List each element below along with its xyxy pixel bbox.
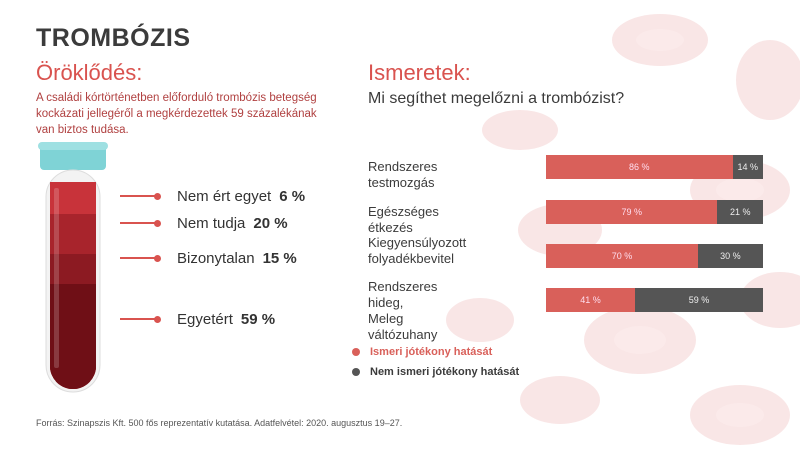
heredity-item: Egyetért 59 % xyxy=(120,309,275,329)
pointer-dot xyxy=(154,315,161,323)
legend-swatch-unknown xyxy=(352,368,360,376)
bar-category-label-line: Egészséges étkezés xyxy=(368,204,439,235)
bar-category-label: Rendszeres hideg, Meleg váltózuhany xyxy=(368,279,437,343)
heredity-intro-text: A családi kórtörténetben előforduló trom… xyxy=(36,92,317,136)
bar-segment-unknown: 59 % xyxy=(634,288,763,312)
heredity-item: Nem ért egyet 6 % xyxy=(120,186,305,206)
bar-category-label-line: Meleg váltózuhany xyxy=(368,311,438,342)
bar-segment-known: 41 % xyxy=(546,288,635,312)
bar-segment-known: 70 % xyxy=(546,244,698,268)
heredity-item: Nem tudja 20 % xyxy=(120,213,288,233)
legend-label-unknown: Nem ismeri jótékony hatását xyxy=(370,366,520,378)
bar-category-label-line: Kiegyensúlyozott xyxy=(368,235,467,250)
legend-label-known: Ismeri jótékony hatását xyxy=(370,346,493,358)
heredity-item-label: Bizonytalan xyxy=(177,249,255,267)
legend-item-known: Ismeri jótékony hatását xyxy=(352,346,492,358)
heredity-item-label: Egyetért xyxy=(177,310,233,328)
pointer-line xyxy=(120,257,156,259)
bar-segment-known: 79 % xyxy=(546,200,718,224)
stacked-bar: 86 % 14 % xyxy=(546,155,763,179)
heredity-item-pct: 20 % xyxy=(253,214,288,232)
test-tube-graphic xyxy=(38,142,108,393)
pointer-dot xyxy=(154,254,161,262)
pointer-dot xyxy=(154,219,161,227)
source-note: Forrás: Szinapszis Kft. 500 fős reprezen… xyxy=(36,418,403,428)
bar-category-label: Kiegyensúlyozott folyadékbevitel xyxy=(368,235,466,267)
stacked-bar: 41 % 59 % xyxy=(546,288,763,312)
pointer-line xyxy=(120,222,156,224)
stacked-bar: 70 % 30 % xyxy=(546,244,763,268)
pointer-line xyxy=(120,195,156,197)
heredity-item: Bizonytalan 15 % xyxy=(120,248,297,268)
bar-category-label-line: folyadékbevitel xyxy=(368,251,454,266)
heredity-heading: Öröklődés: xyxy=(36,60,143,85)
bar-segment-unknown: 14 % xyxy=(732,155,763,179)
knowledge-question: Mi segíthet megelőzni a trombózist? xyxy=(368,90,625,107)
page-title: TROMBÓZIS xyxy=(36,24,191,52)
bar-category-label: Rendszeres testmozgás xyxy=(368,159,437,191)
bar-category-label-line: Rendszeres hideg, xyxy=(368,279,438,310)
legend-swatch-known xyxy=(352,348,360,356)
knowledge-heading: Ismeretek: xyxy=(368,60,471,85)
pointer-dot xyxy=(154,192,161,200)
bar-segment-unknown: 21 % xyxy=(717,200,763,224)
legend-item-unknown: Nem ismeri jótékony hatását xyxy=(352,366,519,378)
heredity-item-pct: 59 % xyxy=(240,310,276,328)
pointer-line xyxy=(120,318,156,320)
heredity-item-pct: 6 % xyxy=(279,187,306,205)
bar-segment-unknown: 30 % xyxy=(697,244,763,268)
heredity-item-label: Nem tudja xyxy=(177,214,246,232)
bar-category-label: Egészséges étkezés xyxy=(368,204,439,236)
heredity-item-label: Nem ért egyet xyxy=(177,187,272,205)
bar-segment-known: 86 % xyxy=(546,155,733,179)
heredity-item-pct: 15 % xyxy=(262,249,297,267)
bar-category-label-line: Rendszeres testmozgás xyxy=(368,159,438,190)
stacked-bar: 79 % 21 % xyxy=(546,200,763,224)
